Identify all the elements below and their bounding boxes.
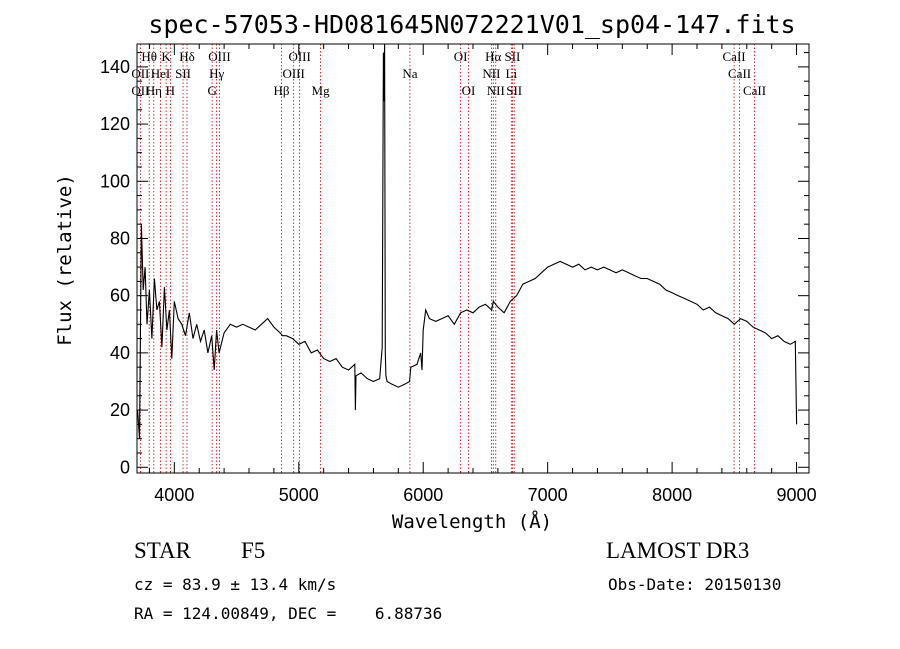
flux-series-line bbox=[137, 43, 798, 439]
x-axis: 4000 5000 6000 7000 8000 9000 bbox=[148, 44, 817, 505]
spectral-line-label: G bbox=[207, 83, 216, 98]
spectral-line-label: OIII bbox=[288, 49, 310, 64]
y-axis-label: Flux (relative) bbox=[54, 174, 76, 346]
spectral-line-label: CaII bbox=[723, 49, 746, 64]
spectral-line-label: OIII bbox=[208, 49, 230, 64]
spectral-line-label: Hγ bbox=[209, 66, 224, 81]
x-tick-label: 4000 bbox=[154, 485, 194, 505]
spectral-line-label: CaII bbox=[728, 66, 751, 81]
spectral-line-label: OI bbox=[454, 49, 468, 64]
spectral-line-label: OI bbox=[462, 83, 476, 98]
spectral-line-markers bbox=[139, 44, 755, 473]
survey-name: LAMOST DR3 bbox=[606, 538, 750, 563]
y-tick-label: 100 bbox=[100, 171, 130, 191]
spectral-line-label: SII bbox=[175, 66, 191, 81]
redshift-velocity: cz = 83.9 ± 13.4 km/s bbox=[134, 575, 337, 594]
y-tick-label: 80 bbox=[110, 228, 130, 248]
spectral-line-label: CaII bbox=[743, 83, 766, 98]
spectral-line-label: NII bbox=[482, 66, 500, 81]
spectral-line-label: NII bbox=[487, 83, 505, 98]
x-tick-label: 9000 bbox=[777, 485, 817, 505]
y-tick-label: 20 bbox=[110, 400, 130, 420]
spectral-line-label: Hβ bbox=[273, 83, 289, 98]
spectral-line-label: SII bbox=[506, 83, 522, 98]
y-tick-label: 120 bbox=[100, 114, 130, 134]
spectral-line-label: Hθ bbox=[141, 49, 157, 64]
spectral-line-label: Hη bbox=[146, 83, 162, 98]
observation-date: Obs-Date: 20150130 bbox=[608, 575, 782, 594]
y-tick-label: 60 bbox=[110, 286, 130, 306]
spectral-line-label: K bbox=[161, 49, 171, 64]
spectral-line-label: OIII bbox=[282, 66, 304, 81]
spectral-line-label: Na bbox=[402, 66, 417, 81]
spectral-line-label: Li bbox=[506, 66, 518, 81]
x-axis-label: Wavelength (Å) bbox=[392, 510, 552, 533]
y-tick-label: 140 bbox=[100, 57, 130, 77]
x-tick-label: 8000 bbox=[652, 485, 692, 505]
spectral-line-label: SII bbox=[505, 49, 521, 64]
x-tick-label: 5000 bbox=[279, 485, 319, 505]
y-axis: 0 20 40 60 80 100 120 140 bbox=[100, 52, 809, 477]
spectral-line-label: H bbox=[166, 83, 175, 98]
object-class: STAR bbox=[134, 538, 191, 563]
spectral-line-label: Mg bbox=[312, 83, 331, 98]
spectral-line-label: OII bbox=[131, 66, 149, 81]
spectral-line-labels: Hθ K Hδ OIII OIII OI Hα SII CaII OII HeI SII Hγ OIII N… bbox=[131, 49, 766, 98]
y-tick-label: 40 bbox=[110, 343, 130, 363]
spectral-line-label: HeI bbox=[151, 66, 171, 81]
spectral-line-label: Hδ bbox=[179, 49, 195, 64]
coordinates: RA = 124.00849, DEC = 6.88736 bbox=[134, 604, 443, 623]
object-subclass: F5 bbox=[241, 538, 266, 563]
chart-title: spec-57053-HD081645N072221V01_sp04-147.f… bbox=[148, 10, 795, 39]
spectral-line-label: OII bbox=[131, 83, 149, 98]
y-tick-label: 0 bbox=[120, 457, 130, 477]
x-tick-label: 7000 bbox=[528, 485, 568, 505]
x-tick-label: 6000 bbox=[403, 485, 443, 505]
spectral-line-label: Hα bbox=[485, 49, 501, 64]
plot-frame bbox=[136, 43, 810, 474]
